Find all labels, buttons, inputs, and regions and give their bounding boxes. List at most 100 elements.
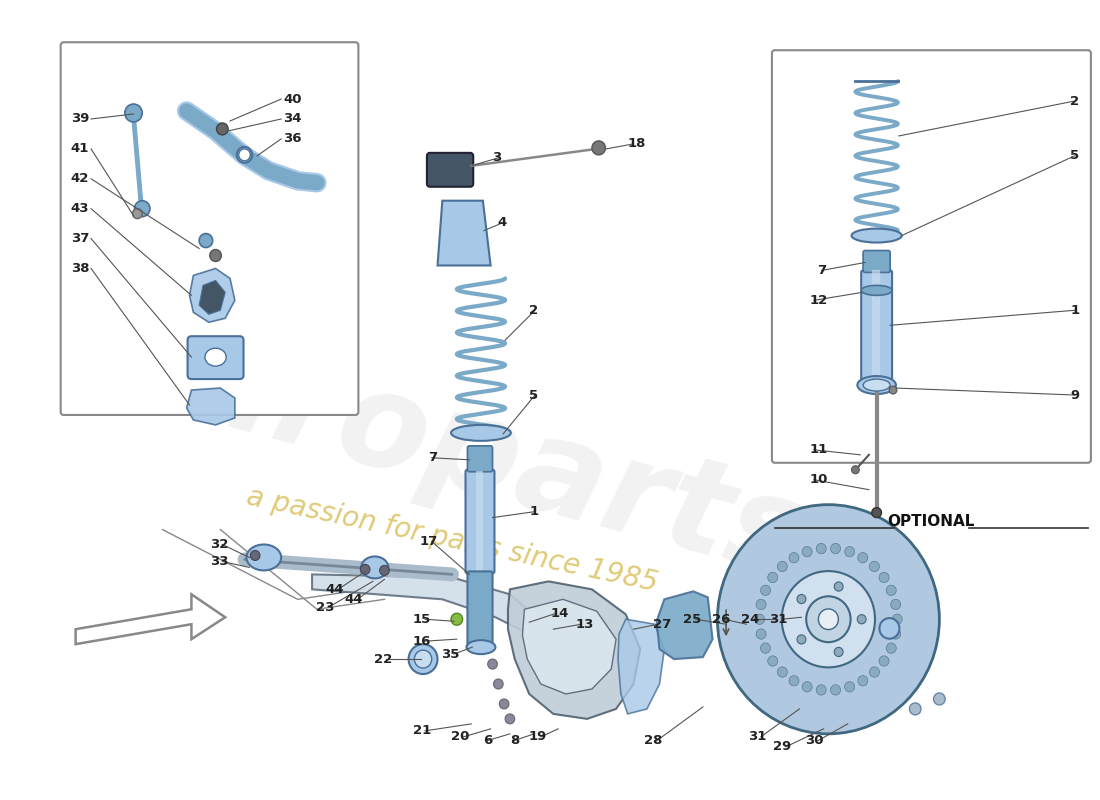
Circle shape — [858, 553, 868, 563]
Circle shape — [834, 647, 843, 657]
Circle shape — [487, 659, 497, 669]
FancyBboxPatch shape — [60, 42, 359, 415]
Polygon shape — [187, 388, 235, 425]
Circle shape — [892, 614, 902, 624]
Text: 5: 5 — [1070, 150, 1079, 162]
Text: 12: 12 — [810, 294, 827, 307]
Text: 10: 10 — [810, 474, 827, 486]
Text: 4: 4 — [497, 216, 507, 229]
Circle shape — [869, 562, 879, 571]
Circle shape — [494, 679, 503, 689]
FancyBboxPatch shape — [861, 270, 892, 384]
Text: 32: 32 — [210, 538, 228, 551]
Text: 9: 9 — [1070, 389, 1079, 402]
Ellipse shape — [236, 147, 252, 163]
Ellipse shape — [361, 557, 388, 578]
Circle shape — [872, 508, 881, 518]
Circle shape — [499, 699, 509, 709]
Text: 18: 18 — [628, 138, 646, 150]
Circle shape — [869, 667, 879, 677]
Circle shape — [134, 201, 150, 217]
Ellipse shape — [851, 229, 902, 242]
Polygon shape — [618, 619, 664, 714]
FancyBboxPatch shape — [427, 153, 473, 186]
Text: 15: 15 — [412, 613, 431, 626]
Circle shape — [789, 676, 799, 686]
Circle shape — [816, 685, 826, 695]
Text: a passion for parts since 1985: a passion for parts since 1985 — [244, 482, 660, 597]
Circle shape — [760, 643, 770, 654]
Circle shape — [798, 594, 806, 604]
Circle shape — [818, 609, 838, 630]
Circle shape — [505, 714, 515, 724]
Text: 3: 3 — [493, 151, 502, 164]
Text: 34: 34 — [283, 113, 301, 126]
Polygon shape — [508, 582, 640, 719]
Circle shape — [851, 466, 859, 474]
Text: 29: 29 — [773, 740, 792, 754]
Circle shape — [798, 635, 806, 644]
Circle shape — [239, 149, 251, 161]
Circle shape — [778, 667, 788, 677]
Text: 5: 5 — [529, 389, 538, 402]
Text: 42: 42 — [70, 172, 89, 186]
Ellipse shape — [864, 379, 890, 391]
Ellipse shape — [246, 545, 282, 570]
Circle shape — [830, 685, 840, 695]
FancyBboxPatch shape — [772, 50, 1091, 462]
Circle shape — [717, 505, 939, 734]
Circle shape — [124, 104, 142, 122]
FancyBboxPatch shape — [188, 336, 243, 379]
Circle shape — [802, 546, 812, 557]
Ellipse shape — [857, 376, 895, 394]
Text: 44: 44 — [326, 583, 344, 596]
Circle shape — [451, 614, 463, 626]
Text: 40: 40 — [283, 93, 301, 106]
Circle shape — [210, 250, 221, 262]
Text: 1: 1 — [529, 505, 538, 518]
Circle shape — [845, 546, 855, 557]
Polygon shape — [522, 599, 616, 694]
Text: 36: 36 — [283, 133, 301, 146]
Text: 39: 39 — [70, 113, 89, 126]
Polygon shape — [438, 201, 491, 266]
Circle shape — [782, 571, 874, 667]
Ellipse shape — [408, 644, 438, 674]
Text: 19: 19 — [528, 730, 547, 743]
Text: 7: 7 — [428, 451, 438, 464]
Circle shape — [133, 209, 142, 218]
Text: 13: 13 — [575, 618, 594, 630]
Circle shape — [891, 599, 901, 610]
Circle shape — [361, 565, 370, 574]
Ellipse shape — [466, 640, 495, 654]
Circle shape — [830, 543, 840, 554]
Circle shape — [217, 123, 228, 135]
Text: 31: 31 — [770, 613, 788, 626]
Circle shape — [789, 553, 799, 563]
Circle shape — [755, 614, 764, 624]
Text: 20: 20 — [451, 730, 470, 743]
Circle shape — [845, 682, 855, 692]
Text: 28: 28 — [644, 734, 662, 747]
Circle shape — [891, 629, 901, 639]
Text: 23: 23 — [316, 601, 334, 614]
Polygon shape — [76, 594, 226, 644]
Circle shape — [768, 572, 778, 582]
Text: 31: 31 — [748, 730, 767, 743]
Circle shape — [879, 656, 889, 666]
Circle shape — [778, 562, 788, 571]
Circle shape — [889, 386, 896, 394]
Circle shape — [756, 629, 766, 639]
Text: 25: 25 — [683, 613, 701, 626]
Text: 37: 37 — [70, 232, 89, 245]
FancyBboxPatch shape — [468, 446, 493, 472]
Circle shape — [379, 566, 389, 575]
Circle shape — [887, 585, 896, 595]
Circle shape — [802, 682, 812, 692]
Circle shape — [592, 141, 605, 155]
Text: 38: 38 — [70, 262, 89, 275]
Text: 6: 6 — [483, 734, 493, 747]
Polygon shape — [312, 574, 539, 634]
Circle shape — [857, 614, 866, 624]
Text: 17: 17 — [419, 535, 438, 548]
